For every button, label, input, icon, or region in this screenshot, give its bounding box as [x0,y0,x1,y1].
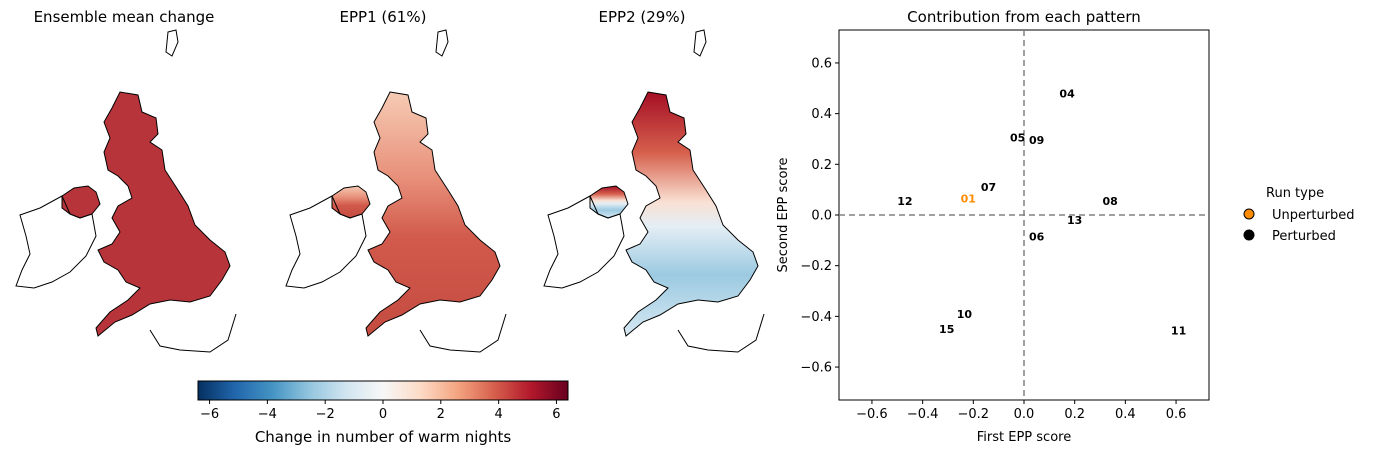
legend: Run type Unperturbed Perturbed [1243,186,1355,244]
x-tick-label: 0.0 [1014,407,1035,422]
x-axis-label: First EPP score [977,430,1071,445]
point-label: 07 [981,181,996,194]
legend-label-perturbed: Perturbed [1272,229,1336,244]
point-label: 04 [1059,87,1075,100]
axis-ticks: −0.6 −0.4 −0.2 0.0 0.2 0.4 0.6 −0.6 −0.4 −0.2 0.0 0… [800,56,1186,422]
colorbar-tick-label: −6 [200,407,219,422]
x-tick-label: −0.4 [907,407,939,422]
point-label: 05 [1010,132,1025,145]
x-tick-label: −0.6 [856,407,888,422]
colorbar-gradient [197,380,569,401]
maps-panel [15,29,765,353]
y-tick-label: −0.6 [800,361,832,376]
point-label: 11 [1171,324,1186,337]
point-label: 09 [1029,134,1044,147]
colorbar-tick-label: 0 [379,407,387,422]
scatter-title: Contribution from each pattern [907,8,1141,26]
colorbar-tick-label: −2 [316,407,335,422]
colorbar-tick-label: 6 [552,407,560,422]
legend-title: Run type [1266,186,1324,201]
reference-lines [839,30,1209,400]
point-label: 12 [897,195,912,208]
colorbar: −6 −4 −2 0 2 4 6 Change in number of warm nigh… [197,380,569,446]
map-epp2 [543,29,765,353]
y-axis-label: Second EPP score [776,158,791,273]
x-tick-label: −0.2 [958,407,990,422]
legend-marker-perturbed [1243,229,1255,241]
map-epp1 [285,29,507,353]
legend-label-unperturbed: Unperturbed [1272,208,1355,223]
point-label: 15 [939,323,954,336]
y-tick-label: −0.4 [800,310,832,325]
x-tick-label: 0.4 [1115,407,1136,422]
x-tick-label: 0.2 [1064,407,1085,422]
map-title-epp2: EPP2 (29%) [598,8,686,26]
x-tick-label: 0.6 [1166,407,1187,422]
point-label: 01 [961,193,976,206]
map-ensemble-mean [15,29,237,353]
map-title-ensemble: Ensemble mean change [33,8,215,26]
colorbar-tick-label: 4 [494,407,502,422]
colorbar-tick-label: 2 [437,407,445,422]
scatter-points: 01 04 05 06 07 08 09 10 11 12 13 15 [897,87,1186,337]
colorbar-ticks: −6 −4 −2 0 2 4 6 [200,400,561,422]
colorbar-tick-label: −4 [258,407,277,422]
point-label: 06 [1029,231,1045,244]
colorbar-label: Change in number of warm nights [255,428,512,446]
y-tick-label: 0.6 [811,56,832,71]
y-tick-label: 0.2 [811,158,832,173]
point-label: 10 [957,308,973,321]
scatter-chart: Contribution from each pattern −0.6 −0.4−… [776,8,1355,445]
point-label: 13 [1067,214,1082,227]
y-tick-label: 0.0 [811,209,832,224]
y-tick-label: 0.4 [811,107,832,122]
legend-marker-unperturbed [1243,208,1255,220]
map-title-epp1: EPP1 (61%) [339,8,427,26]
point-label: 08 [1103,195,1118,208]
y-tick-label: −0.2 [800,259,832,274]
